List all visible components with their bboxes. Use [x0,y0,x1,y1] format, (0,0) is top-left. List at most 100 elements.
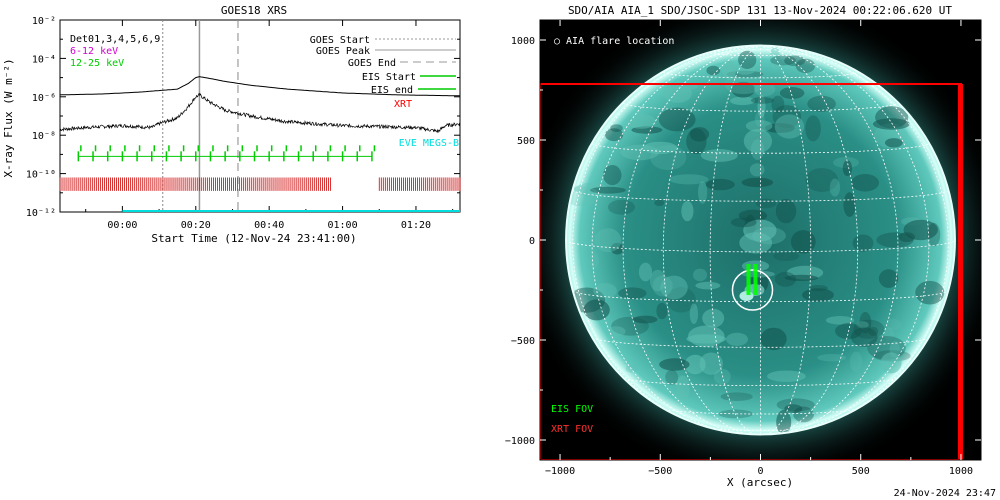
texture-blob [608,199,635,215]
texture-blob [722,60,737,80]
texture-blob [750,97,775,104]
texture-blob [851,327,878,348]
texture-blob [779,87,805,99]
texture-blob [843,192,856,217]
texture-blob [773,251,800,261]
x-tick-label: 00:40 [254,220,284,231]
texture-blob [699,352,723,375]
texture-blob [695,281,721,290]
legend-label: GOES Start [310,35,370,46]
x-tick-label: 00:00 [107,220,137,231]
aia-y-tick-label: 1000 [511,36,535,47]
texture-blob [765,123,795,133]
texture-blob [731,81,755,98]
band-6-12-label: 6-12 keV [70,46,118,57]
texture-blob [681,200,694,222]
texture-blob [851,174,879,192]
solar-limb [565,44,956,436]
texture-blob [730,96,756,106]
legend-label: GOES End [348,58,396,69]
xrt-ticks-group [59,177,461,191]
texture-blob [665,369,679,385]
longitude-line [760,45,930,433]
texture-blob [676,375,690,401]
texture-blob [649,269,666,292]
texture-blob [631,126,663,134]
aia-x-tick-label: −1000 [545,466,575,477]
heliographic-grid [566,45,955,435]
longitude-line [622,45,761,435]
texture-blob [611,316,649,336]
band-12-25-label: 12-25 keV [70,58,124,69]
longitude-line [662,45,761,435]
texture-blob [702,308,725,328]
texture-blob [668,174,709,185]
texture-blob [692,268,708,282]
y-tick-label: 10⁻⁴ [32,54,56,65]
texture-blob [774,114,805,139]
aia-x-tick-label: 0 [757,466,763,477]
goes-short-channel-line [59,92,460,134]
flare-location-circle [731,269,774,311]
goes-x-axis: 00:00 00:20 00:40 01:00 01:20 [85,20,454,231]
texture-blob [903,219,938,241]
texture-blob [686,334,727,344]
texture-blob [574,182,609,196]
texture-blob [767,370,806,382]
y-tick-label: 10⁻⁶ [32,93,56,104]
aia-y-tick-label: −500 [511,336,535,347]
aia-title: SDO/AIA AIA_1 SDO/JSOC-SDP 131 13-Nov-20… [568,4,952,17]
aia-y-tick-label: 500 [517,136,535,147]
eis-fov-boxes [746,264,758,295]
texture-blob [878,269,899,288]
texture-blob [625,364,639,373]
texture-blob [856,321,869,329]
aia-x-tick-label: −500 [648,466,672,477]
texture-blob [775,198,797,224]
longitude-line [591,45,761,433]
x-tick-label: 01:20 [401,220,431,231]
texture-blob [802,288,834,302]
longitude-line [709,45,761,435]
y-tick-label: 10⁻⁸ [32,131,56,142]
longitude-line [572,45,761,429]
goes-panel: GOES18 XRS 10⁻² 10⁻⁴ 10⁻⁶ 10⁻⁸ 10⁻¹⁰ 10⁻¹² 00… [2,4,461,245]
texture-blob [790,230,816,254]
texture-blob [883,327,894,341]
texture-blob [660,275,688,300]
texture-blob [603,165,622,186]
texture-blob [656,302,668,320]
texture-blob [793,406,814,423]
texture-blob [741,177,774,188]
texture-blob [776,398,815,412]
texture-blob [738,209,768,222]
legend-label: XRT [394,99,412,110]
texture-blob [745,120,773,132]
xrt-fov-edge [957,84,963,460]
texture-blob [807,95,836,112]
det-label: Det01,3,4,5,6,9 [70,34,160,45]
eis-ticks-group [77,145,376,162]
aia-xlabel: X (arcsec) [727,476,793,489]
texture-blob [757,94,766,118]
texture-blob [659,358,690,371]
texture-blob [593,283,617,299]
texture-blob [638,262,653,282]
goes-ylabel: X-ray Flux (W m⁻²) [2,58,15,177]
texture-blob [915,280,945,305]
flare-location-annotation: ○ AIA flare location [554,36,674,47]
texture-blob [666,287,696,313]
texture-blob [738,50,757,69]
legend-label: EIS Start [362,72,416,83]
texture-blob [588,252,599,270]
eis-fov-rect [753,264,758,295]
texture-blob [852,234,874,252]
aia-y-tick-label: 0 [529,236,535,247]
legend-label: EIS end [371,85,413,96]
goes-y-axis: 10⁻² 10⁻⁴ 10⁻⁶ 10⁻⁸ 10⁻¹⁰ 10⁻¹² [26,16,460,219]
texture-blob [885,138,903,148]
legend-label: EVE MEGS-B [399,138,459,149]
aia-panel: SDO/AIA AIA_1 SDO/JSOC-SDP 131 13-Nov-20… [505,4,982,489]
